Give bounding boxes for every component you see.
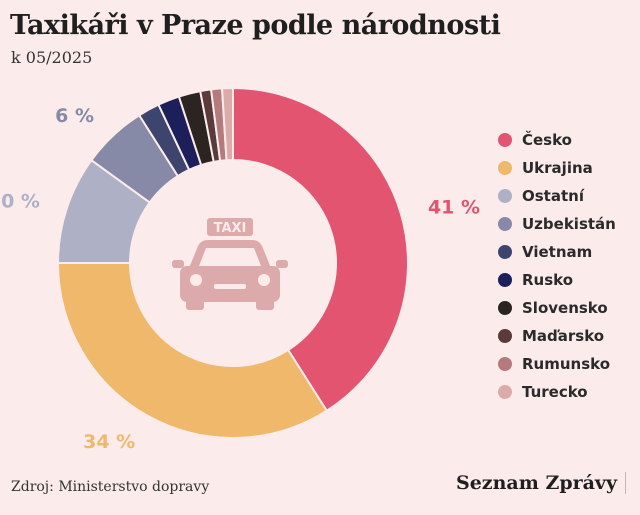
legend-swatch xyxy=(498,329,512,343)
legend-label: Rumunsko xyxy=(522,355,611,373)
chart-subtitle: k 05/2025 xyxy=(11,48,93,67)
legend-label: Uzbekistán xyxy=(522,215,616,233)
slice-ukrajina xyxy=(56,262,329,439)
taxi-grille xyxy=(214,284,246,289)
legend-swatch xyxy=(498,301,512,315)
data-label-uzbekistan: 6 % xyxy=(55,105,94,127)
legend-item-uzbekistan: Uzbekistán xyxy=(498,210,616,238)
legend-item-rumunsko: Rumunsko xyxy=(498,350,616,378)
legend-item-vietnam: Vietnam xyxy=(498,238,616,266)
legend-item-cesko: Česko xyxy=(498,126,616,154)
legend-item-ukrajina: Ukrajina xyxy=(498,154,616,182)
legend-label: Rusko xyxy=(522,271,574,289)
legend-label: Ostatní xyxy=(522,187,584,205)
data-labels: 41 % 34 % 10 % 6 % xyxy=(0,105,480,453)
taxi-sign-label: TAXI xyxy=(214,221,247,236)
legend-item-slovensko: Slovensko xyxy=(498,294,616,322)
legend-label: Vietnam xyxy=(522,243,593,261)
data-label-ostatni: 10 % xyxy=(0,190,40,212)
legend-swatch xyxy=(498,273,512,287)
legend-swatch xyxy=(498,385,512,399)
taxi-sign xyxy=(207,218,253,236)
source-note: Zdroj: Ministerstvo dopravy xyxy=(11,479,210,495)
legend-item-ostatni: Ostatní xyxy=(498,182,616,210)
legend-item-madarsko: Maďarsko xyxy=(498,322,616,350)
legend-label: Maďarsko xyxy=(522,327,605,345)
taxi-headlight-right xyxy=(258,274,270,286)
legend-item-turecko: Turecko xyxy=(498,378,616,406)
taxi-wheel-left xyxy=(186,300,204,310)
legend-swatch xyxy=(498,357,512,371)
legend-label: Turecko xyxy=(522,383,588,401)
brand-logo: Seznam Zprávy xyxy=(456,472,626,494)
legend-swatch xyxy=(498,217,512,231)
donut-chart: TAXI 41 % 34 % 10 % 6 % xyxy=(0,86,480,453)
legend-swatch xyxy=(498,133,512,147)
taxi-wheel-right xyxy=(256,300,274,310)
legend-swatch xyxy=(498,245,512,259)
legend-label: Ukrajina xyxy=(522,159,593,177)
data-label-ukrajina: 34 % xyxy=(83,431,135,453)
taxi-mirror-left xyxy=(172,260,184,268)
legend-label: Česko xyxy=(522,131,572,149)
taxi-mirror-right xyxy=(276,260,288,268)
slice-cesko xyxy=(232,86,409,413)
legend-item-rusko: Rusko xyxy=(498,266,616,294)
legend: Česko Ukrajina Ostatní Uzbekistán Vietnam Rus… xyxy=(498,126,616,406)
taxi-icon: TAXI xyxy=(172,218,288,310)
data-label-cesko: 41 % xyxy=(428,196,480,218)
slice-turecko xyxy=(220,86,234,162)
legend-swatch xyxy=(498,161,512,175)
donut-slices xyxy=(56,86,409,439)
taxi-windshield xyxy=(199,248,261,266)
legend-swatch xyxy=(498,189,512,203)
chart-title: Taxikáři v Praze podle národnosti xyxy=(10,10,501,41)
taxi-headlight-left xyxy=(190,274,202,286)
legend-label: Slovensko xyxy=(522,299,608,317)
